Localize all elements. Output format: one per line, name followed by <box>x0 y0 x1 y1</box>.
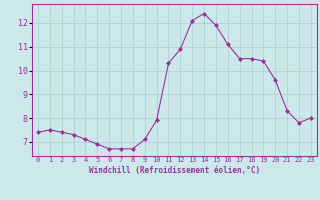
X-axis label: Windchill (Refroidissement éolien,°C): Windchill (Refroidissement éolien,°C) <box>89 166 260 175</box>
